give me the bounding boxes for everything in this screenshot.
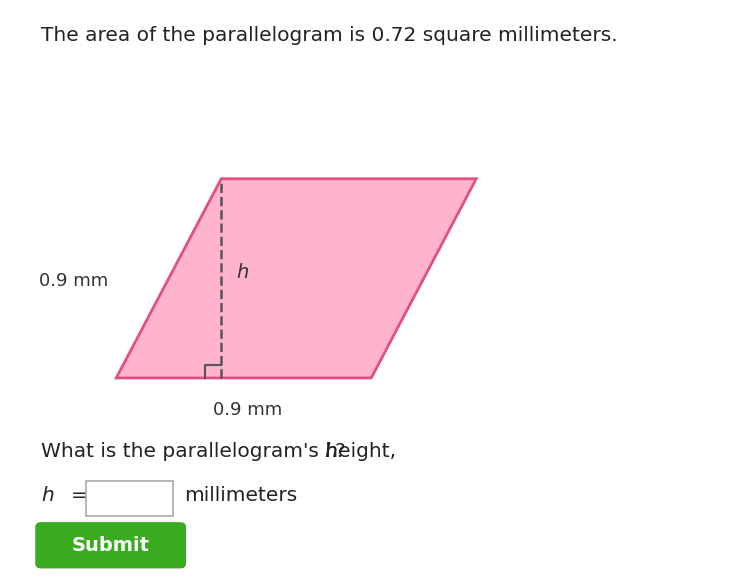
Text: h: h [236, 263, 248, 282]
Text: What is the parallelogram's height,: What is the parallelogram's height, [41, 442, 403, 461]
Bar [86, 481, 172, 516]
Text: millimeters: millimeters [184, 486, 297, 505]
Text: ?: ? [334, 442, 345, 461]
Text: 0.9 mm: 0.9 mm [40, 272, 109, 290]
Text: The area of the parallelogram is 0.72 square millimeters.: The area of the parallelogram is 0.72 sq… [41, 26, 618, 45]
Text: h: h [325, 442, 338, 461]
Text: h: h [41, 486, 54, 505]
Text: Submit: Submit [72, 536, 149, 555]
FancyBboxPatch shape [35, 522, 186, 568]
Text: =: = [71, 486, 88, 505]
Polygon shape [116, 179, 476, 378]
Text: 0.9 mm: 0.9 mm [213, 401, 282, 420]
